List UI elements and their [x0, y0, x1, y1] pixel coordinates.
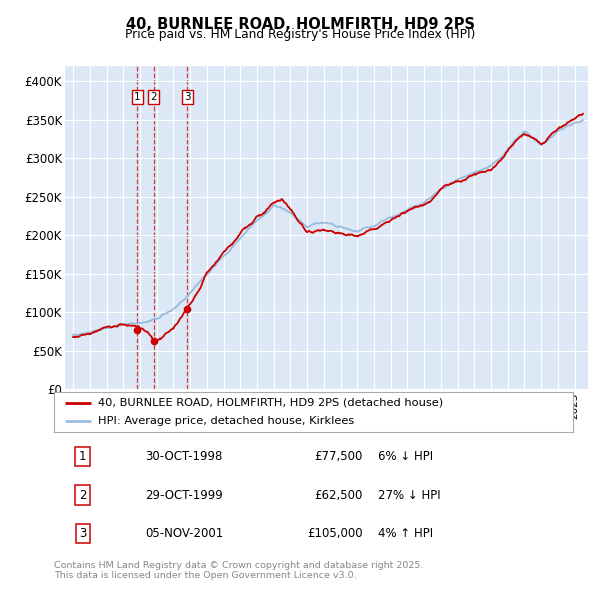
- Text: 40, BURNLEE ROAD, HOLMFIRTH, HD9 2PS (detached house): 40, BURNLEE ROAD, HOLMFIRTH, HD9 2PS (de…: [98, 398, 443, 408]
- Text: 05-NOV-2001: 05-NOV-2001: [145, 527, 223, 540]
- Text: 30-OCT-1998: 30-OCT-1998: [145, 450, 222, 463]
- Text: £77,500: £77,500: [314, 450, 363, 463]
- Text: Contains HM Land Registry data © Crown copyright and database right 2025.: Contains HM Land Registry data © Crown c…: [54, 560, 424, 569]
- Text: £62,500: £62,500: [314, 489, 363, 502]
- Text: £105,000: £105,000: [307, 527, 363, 540]
- Text: 40, BURNLEE ROAD, HOLMFIRTH, HD9 2PS: 40, BURNLEE ROAD, HOLMFIRTH, HD9 2PS: [125, 17, 475, 31]
- Text: 29-OCT-1999: 29-OCT-1999: [145, 489, 223, 502]
- Text: 3: 3: [184, 92, 191, 102]
- Text: 2: 2: [151, 92, 157, 102]
- Text: 3: 3: [79, 527, 86, 540]
- Text: 6% ↓ HPI: 6% ↓ HPI: [379, 450, 433, 463]
- Text: Price paid vs. HM Land Registry's House Price Index (HPI): Price paid vs. HM Land Registry's House …: [125, 28, 475, 41]
- Text: 1: 1: [79, 450, 86, 463]
- Text: HPI: Average price, detached house, Kirklees: HPI: Average price, detached house, Kirk…: [98, 417, 355, 427]
- Text: 27% ↓ HPI: 27% ↓ HPI: [379, 489, 441, 502]
- Text: This data is licensed under the Open Government Licence v3.0.: This data is licensed under the Open Gov…: [54, 571, 356, 580]
- Text: 2: 2: [79, 489, 86, 502]
- Text: 1: 1: [134, 92, 140, 102]
- Text: 4% ↑ HPI: 4% ↑ HPI: [379, 527, 433, 540]
